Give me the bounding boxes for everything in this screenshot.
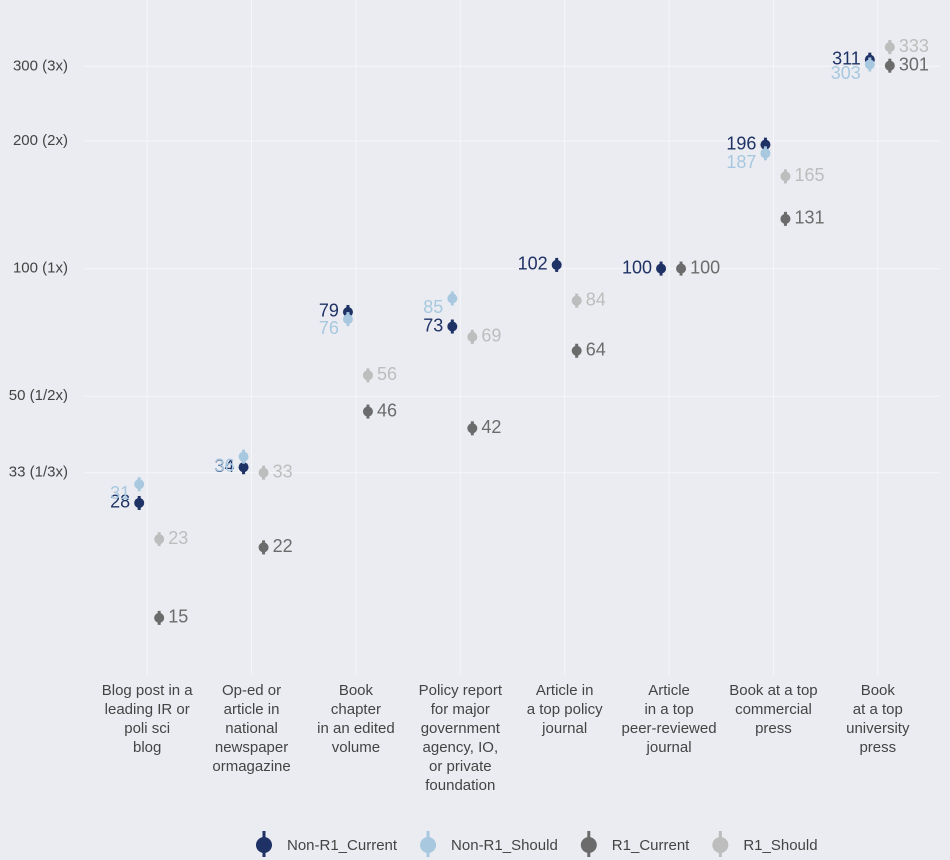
x-tick-label: Article in a top peer-reviewed journal [621, 682, 717, 756]
value-label: 46 [377, 400, 397, 420]
value-label: 196 [726, 133, 756, 153]
value-label: 79 [319, 301, 339, 321]
point [467, 331, 478, 342]
point [134, 479, 145, 490]
value-label: 165 [794, 165, 824, 185]
value-label: 102 [518, 254, 548, 274]
point [238, 451, 249, 462]
point [760, 148, 771, 159]
value-label: 64 [586, 339, 606, 359]
legend-marker [256, 837, 272, 853]
x-tick-label: Book chapter in an edited volume [317, 682, 395, 756]
legend-label: Non-R1_Current [287, 837, 398, 854]
point [864, 59, 875, 70]
legend-marker [420, 837, 437, 853]
value-label: 34 [215, 456, 235, 476]
value-label: 28 [110, 492, 130, 512]
point [760, 139, 771, 150]
value-label: 73 [423, 315, 443, 335]
y-tick-label: 50 (1/2x) [9, 387, 68, 404]
point [154, 612, 165, 623]
value-label: 42 [481, 417, 501, 437]
point [780, 213, 791, 224]
point [342, 314, 353, 325]
value-label: 76 [319, 318, 339, 338]
value-label: 33 [273, 461, 293, 481]
y-tick-label: 200 (2x) [13, 132, 68, 149]
value-label: 56 [377, 364, 397, 384]
value-label: 311 [832, 48, 861, 68]
point [884, 42, 895, 53]
y-tick-label: 100 (1x) [13, 260, 68, 277]
point [154, 534, 165, 545]
point [571, 295, 582, 306]
point [571, 345, 582, 356]
point [780, 171, 791, 182]
legend-marker [712, 837, 729, 853]
value-label: 69 [481, 326, 501, 346]
y-tick-label: 300 (3x) [13, 57, 68, 74]
value-label: 100 [622, 257, 652, 277]
value-label: 131 [794, 208, 824, 228]
point [884, 60, 895, 71]
x-tick-label: Policy report for major government agenc… [418, 682, 502, 794]
point [342, 306, 353, 317]
legend-label: R1_Current [612, 837, 690, 854]
x-tick-label: Blog post in a leading IR or poli sci bl… [101, 682, 193, 756]
point [362, 370, 373, 381]
point [134, 497, 145, 508]
point [447, 321, 458, 332]
x-tick-label: Op-ed or article in national newspaper o… [212, 682, 291, 775]
value-label: 36 [215, 455, 235, 475]
value-label: 301 [899, 54, 929, 74]
point [238, 462, 249, 473]
legend-label: R1_Should [743, 837, 817, 854]
point [447, 293, 458, 304]
legend-marker [580, 837, 597, 853]
point [258, 542, 269, 553]
value-label: 31 [110, 483, 130, 503]
point [656, 263, 667, 274]
point [551, 259, 562, 270]
value-label: 23 [168, 528, 188, 548]
value-label: 333 [899, 36, 929, 56]
x-tick-label: Book at a top university press [846, 682, 910, 756]
x-tick-label: Article in a top policy journal [526, 682, 603, 737]
value-label: 15 [168, 607, 188, 627]
point [467, 423, 478, 434]
point [258, 467, 269, 478]
value-label: 187 [726, 152, 756, 172]
x-tick-label: Book at a top commercial press [729, 682, 818, 737]
point [676, 263, 687, 274]
legend-label: Non-R1_Should [451, 837, 558, 854]
value-label: 84 [586, 289, 606, 309]
value-label: 22 [273, 536, 293, 556]
value-label: 85 [423, 297, 443, 317]
value-label: 303 [831, 63, 861, 83]
point [362, 406, 373, 417]
y-tick-label: 33 (1/3x) [9, 464, 68, 481]
value-label: 100 [690, 257, 720, 277]
